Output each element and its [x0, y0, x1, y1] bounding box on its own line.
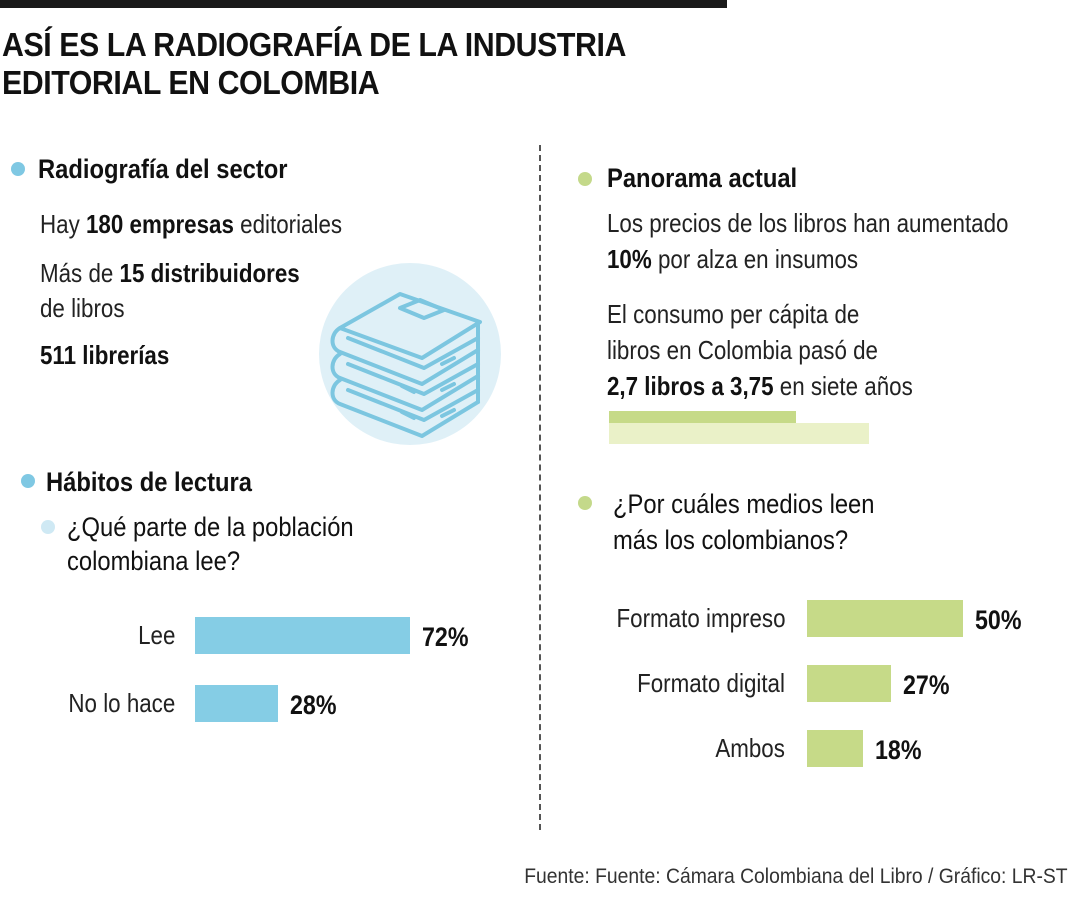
sector-heading: Radiografía del sector [38, 154, 288, 184]
bar-value-label: 18% [875, 735, 922, 765]
bullet-icon [578, 172, 592, 186]
panorama-consumo-line3: 2,7 libros a 3,75 en siete años [607, 371, 913, 402]
habitos-question-line2: colombiana lee? [67, 546, 241, 576]
bar [807, 600, 963, 637]
panorama-heading: Panorama actual [607, 163, 798, 193]
bullet-icon [21, 474, 35, 488]
text-fragment: Más de [40, 258, 120, 288]
bar-category-label: Ambos [715, 733, 785, 763]
bar-category-label: Formato impreso [616, 603, 785, 633]
bar [807, 730, 864, 767]
bar-value-label: 28% [290, 690, 337, 720]
bar [807, 665, 892, 702]
highlight: 511 librerías [40, 340, 170, 370]
sector-empresas: Hay 180 empresas editoriales [40, 209, 342, 240]
text-fragment: Hay [40, 209, 86, 239]
books-outline [330, 292, 482, 438]
page-title: ASÍ ES LA RADIOGRAFÍA DE LA INDUSTRIA ED… [2, 26, 625, 101]
medios-question-line1: ¿Por cuáles medios leen [613, 489, 875, 519]
consumo-bar-after [609, 423, 869, 444]
bar-value-label: 27% [903, 670, 950, 700]
highlight: 180 empresas [85, 209, 234, 239]
sector-distribuidores: Más de 15 distribuidores [40, 258, 300, 289]
consumo-bar-before [609, 411, 797, 423]
top-rule [0, 0, 727, 8]
bar-category-label: Lee [137, 620, 175, 650]
bar [195, 617, 410, 654]
source-credit: Fuente: Fuente: Cámara Colombiana del Li… [524, 865, 1068, 888]
text-fragment: en siete años [773, 371, 913, 401]
panorama-consumo-line2: libros en Colombia pasó de [607, 335, 878, 365]
bullet-icon [41, 520, 55, 534]
bar-category-label: No lo hace [68, 688, 175, 718]
bar-category-label: Formato digital [637, 668, 785, 698]
text-fragment: editoriales [233, 209, 343, 239]
medios-question-line2: más los colombianos? [613, 525, 849, 555]
highlight: 15 distribuidores [119, 258, 300, 288]
panorama-consumo-line1: El consumo per cápita de [607, 299, 860, 329]
habitos-question-line1: ¿Qué parte de la población [67, 512, 354, 542]
bullet-icon [578, 496, 592, 510]
panorama-prices-line1: Los precios de los libros han aumentado [607, 208, 1009, 238]
highlight: 10% [607, 244, 652, 274]
bar-value-label: 50% [975, 605, 1022, 635]
books-stack-icon [319, 263, 501, 445]
habitos-heading: Hábitos de lectura [46, 467, 252, 497]
sector-librerias: 511 librerías [40, 340, 169, 371]
text-fragment: por alza en insumos [651, 244, 859, 274]
bar [195, 685, 279, 722]
panorama-prices-line2: 10% por alza en insumos [607, 244, 858, 275]
sector-distribuidores-cont: de libros [40, 293, 125, 323]
bullet-icon [11, 162, 25, 176]
highlight: 2,7 libros a 3,75 [607, 371, 774, 401]
column-divider [539, 145, 541, 830]
bar-value-label: 72% [421, 622, 469, 652]
